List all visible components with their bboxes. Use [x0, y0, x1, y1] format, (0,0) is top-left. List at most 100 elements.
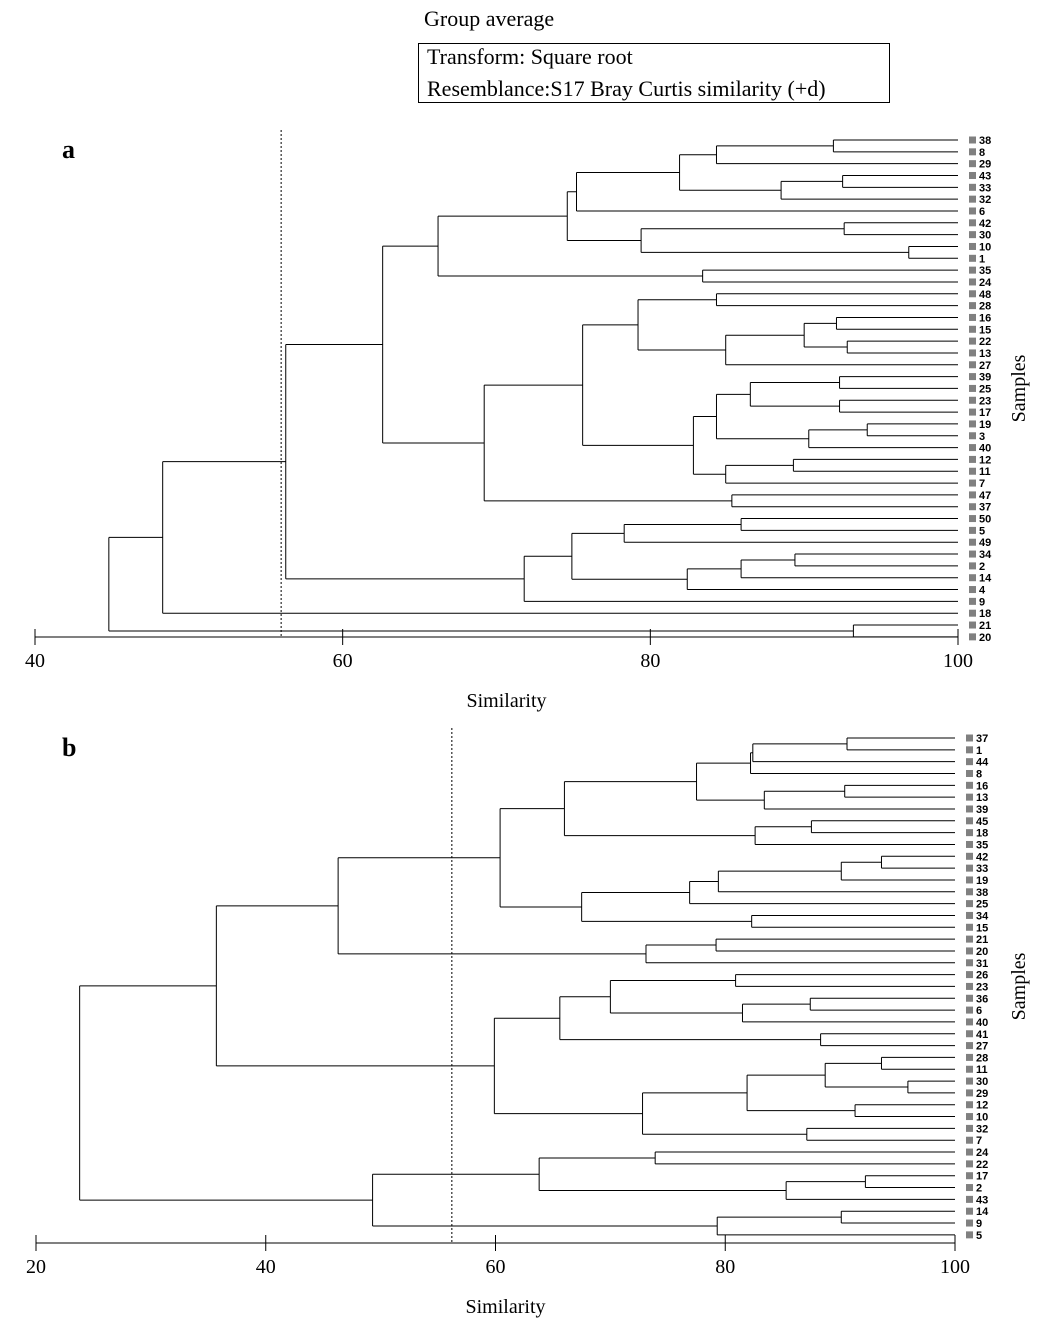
leaf-marker [966, 769, 973, 777]
x-tick-label: 60 [486, 1256, 506, 1278]
leaf-label: 21 [976, 934, 988, 946]
x-tick-label: 40 [256, 1256, 276, 1278]
leaf-marker [969, 148, 976, 156]
leaf-marker [969, 242, 976, 250]
leaf-marker [969, 621, 976, 629]
leaf-label: 2 [979, 561, 985, 573]
leaf-marker [966, 888, 973, 896]
leaf-marker [969, 597, 976, 605]
leaf-label: 2 [976, 1183, 982, 1195]
leaf-label: 33 [976, 863, 988, 875]
leaf-marker [966, 900, 973, 908]
x-tick-label: 20 [26, 1256, 46, 1278]
leaf-marker [969, 455, 976, 463]
leaf-label: 14 [976, 1206, 989, 1218]
leaf-marker [966, 923, 973, 931]
leaf-label: 20 [979, 632, 991, 644]
leaf-label: 27 [976, 1041, 988, 1053]
leaf-marker [966, 982, 973, 990]
leaf-label: 14 [979, 573, 992, 585]
leaf-label: 9 [979, 596, 985, 608]
leaf-marker [969, 396, 976, 404]
leaf-marker [969, 491, 976, 499]
leaf-marker [969, 254, 976, 262]
leaf-label: 17 [976, 1171, 988, 1183]
leaf-label: 5 [976, 1230, 982, 1242]
leaf-label: 49 [979, 537, 991, 549]
leaf-marker [969, 479, 976, 487]
leaf-label: 23 [979, 395, 991, 407]
leaf-label: 41 [976, 1029, 988, 1041]
leaf-marker [969, 408, 976, 416]
leaf-marker [969, 136, 976, 144]
dendrogram-panel-a: 3882943333264230101352448281615221327392… [25, 130, 1030, 712]
analysis-method-label: Group average [424, 6, 555, 31]
leaf-marker [966, 1042, 973, 1050]
leaf-marker [969, 526, 976, 534]
leaf-marker [969, 609, 976, 617]
analysis-settings-box: Transform: Square root Resemblance:S17 B… [418, 43, 890, 103]
leaf-marker [966, 734, 973, 742]
leaf-marker [969, 538, 976, 546]
leaf-label: 4 [979, 585, 986, 597]
leaf-label: 5 [979, 525, 985, 537]
x-tick-label: 80 [715, 1256, 735, 1278]
leaf-label: 48 [979, 289, 991, 301]
leaf-label: 21 [979, 620, 991, 632]
leaf-marker [966, 1089, 973, 1097]
leaf-label: 19 [976, 875, 988, 887]
leaf-label: 22 [976, 1159, 988, 1171]
leaf-marker [969, 420, 976, 428]
leaf-label: 43 [979, 170, 991, 182]
transform-label: Transform: Square root [427, 44, 633, 69]
leaf-label: 32 [979, 194, 991, 206]
leaf-marker [969, 219, 976, 227]
leaf-marker [966, 817, 973, 825]
leaf-marker [966, 1113, 973, 1121]
leaf-marker [966, 971, 973, 979]
leaf-marker [969, 373, 976, 381]
dendrogram-panel-b: 3714481613394518354233193825341521203126… [26, 728, 1030, 1318]
leaf-marker [966, 1065, 973, 1073]
leaf-label: 40 [979, 443, 991, 455]
leaf-label: 19 [979, 419, 991, 431]
leaf-label: 12 [976, 1100, 988, 1112]
leaf-label: 28 [979, 301, 991, 313]
leaf-label: 35 [976, 839, 988, 851]
y-axis-label: Samples [1008, 354, 1030, 422]
leaf-label: 22 [979, 336, 991, 348]
leaf-marker [969, 444, 976, 452]
leaf-marker [969, 586, 976, 594]
leaf-label: 39 [976, 804, 988, 816]
leaf-label: 25 [979, 383, 991, 395]
leaf-label: 12 [979, 454, 991, 466]
leaf-marker [966, 1184, 973, 1192]
panel-label: b [62, 733, 76, 762]
leaf-label: 37 [979, 502, 991, 514]
leaf-marker [969, 515, 976, 523]
panel-label: a [62, 135, 75, 164]
leaf-marker [969, 231, 976, 239]
leaf-label: 15 [976, 922, 988, 934]
leaf-label: 11 [979, 466, 991, 478]
x-tick-label: 60 [333, 650, 353, 672]
leaf-marker [969, 384, 976, 392]
leaf-label: 30 [979, 230, 991, 242]
leaf-marker [966, 758, 973, 766]
leaf-label: 16 [976, 780, 988, 792]
leaf-label: 38 [979, 135, 991, 147]
leaf-label: 13 [976, 792, 988, 804]
leaf-marker [969, 278, 976, 286]
leaf-marker [966, 947, 973, 955]
leaf-label: 6 [979, 206, 985, 218]
leaf-marker [966, 1148, 973, 1156]
leaf-marker [969, 562, 976, 570]
leaf-marker [966, 1207, 973, 1215]
leaf-marker [969, 574, 976, 582]
leaf-marker [966, 959, 973, 967]
leaf-label: 26 [976, 970, 988, 982]
leaf-marker [969, 337, 976, 345]
leaf-label: 1 [976, 745, 982, 757]
leaf-marker [966, 840, 973, 848]
